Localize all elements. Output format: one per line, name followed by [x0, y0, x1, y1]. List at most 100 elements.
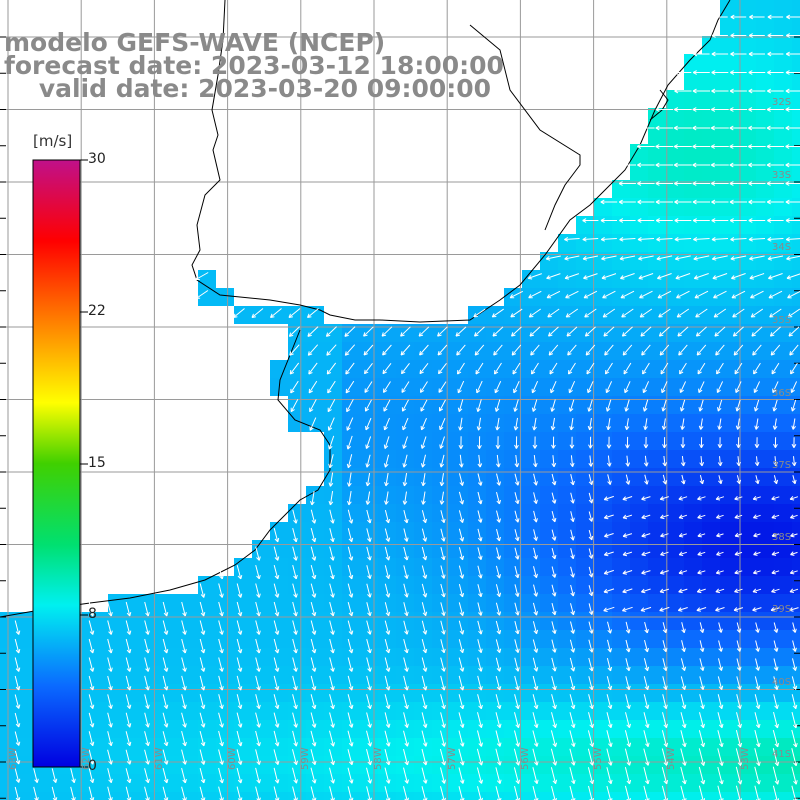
wind-cell [486, 630, 504, 648]
wind-cell [270, 774, 288, 792]
wind-cell [756, 414, 774, 432]
wind-cell [630, 162, 648, 180]
wind-cell [702, 450, 720, 468]
lat-label: 32S [772, 97, 792, 108]
wind-cell [774, 576, 792, 594]
wind-arrow [474, 344, 485, 356]
wind-cell [36, 774, 54, 792]
wind-cell [594, 504, 612, 522]
wind-cell [18, 738, 36, 756]
wind-cell [648, 774, 666, 792]
wind-cell [396, 684, 414, 702]
wind-cell [648, 234, 666, 252]
wind-arrow [699, 437, 704, 449]
wind-arrow [288, 326, 300, 337]
wind-cell [792, 162, 800, 180]
lat-label: 33S [772, 170, 792, 181]
wind-cell [738, 504, 756, 522]
wind-arrow [325, 326, 337, 337]
wind-arrow [290, 380, 299, 394]
wind-cell [630, 648, 648, 666]
wind-cell [450, 666, 468, 684]
wind-arrow [655, 162, 674, 168]
wind-cell [684, 558, 702, 576]
wind-arrow [640, 326, 652, 337]
wind-arrow [730, 33, 747, 38]
wind-arrow [753, 381, 761, 394]
wind-cell [702, 468, 720, 486]
wind-arrow [476, 399, 482, 412]
wind-cell [774, 396, 792, 414]
wind-arrow [734, 362, 743, 375]
wind-arrow [546, 273, 561, 280]
wind-cell [324, 450, 342, 468]
wind-cell [504, 774, 522, 792]
wind-arrow [662, 455, 668, 467]
wind-cell [0, 630, 18, 648]
wind-arrow [326, 362, 337, 375]
wind-cell [288, 504, 306, 522]
wind-cell [684, 684, 702, 702]
wind-arrow [530, 344, 540, 356]
wind-arrow [637, 181, 655, 186]
wind-arrow [532, 436, 538, 449]
wind-arrow [439, 399, 446, 412]
wind-cell [522, 378, 540, 396]
wind-cell [540, 792, 558, 800]
wind-cell [198, 630, 216, 648]
wind-cell [738, 126, 756, 144]
wind-cell [450, 432, 468, 450]
wind-arrow [698, 399, 704, 412]
wind-cell [792, 594, 800, 612]
wind-arrow [458, 436, 464, 450]
wind-cell [486, 504, 504, 522]
wind-cell [666, 648, 684, 666]
wind-cell [450, 756, 468, 774]
wind-cell [630, 180, 648, 198]
wind-cell [414, 720, 432, 738]
wind-cell [648, 594, 666, 612]
wind-cell [630, 684, 648, 702]
wind-arrow [551, 473, 557, 486]
wind-arrow [678, 344, 688, 356]
wind-arrow [624, 381, 631, 394]
wind-arrow [588, 529, 594, 541]
wind-cell [702, 432, 720, 450]
wind-arrow [673, 162, 692, 168]
wind-arrow [584, 326, 596, 337]
wind-cell [288, 558, 306, 576]
wind-cell [720, 378, 738, 396]
wind-cell [486, 360, 504, 378]
wind-arrow [402, 473, 408, 487]
wind-arrow [532, 417, 537, 431]
colorbar-tick: 8 [88, 606, 97, 622]
wind-cell [468, 738, 486, 756]
wind-cell [648, 738, 666, 756]
lat-label: 35S [772, 315, 792, 326]
wind-cell [756, 738, 774, 756]
wind-cell [756, 450, 774, 468]
wind-cell [324, 558, 342, 576]
wind-cell [144, 594, 162, 612]
lon-label: 60W [227, 747, 238, 770]
wind-arrow [734, 532, 743, 538]
wind-cell [720, 54, 738, 72]
wind-cell [468, 324, 486, 342]
wind-cell [792, 432, 800, 450]
wind-cell [702, 522, 720, 540]
wind-cell [378, 720, 396, 738]
wind-arrow [641, 496, 651, 501]
wind-cell [540, 360, 558, 378]
wind-cell [324, 324, 342, 342]
wind-cell [684, 342, 702, 360]
wind-cell [54, 792, 72, 800]
wind-cell [450, 702, 468, 720]
wind-arrow [718, 475, 723, 485]
wind-arrow [347, 528, 354, 543]
wind-arrow [383, 381, 391, 393]
wind-cell [576, 396, 594, 414]
wind-arrow [734, 495, 743, 501]
wind-cell [738, 522, 756, 540]
wind-arrow [730, 236, 747, 242]
wind-arrow [655, 181, 674, 186]
